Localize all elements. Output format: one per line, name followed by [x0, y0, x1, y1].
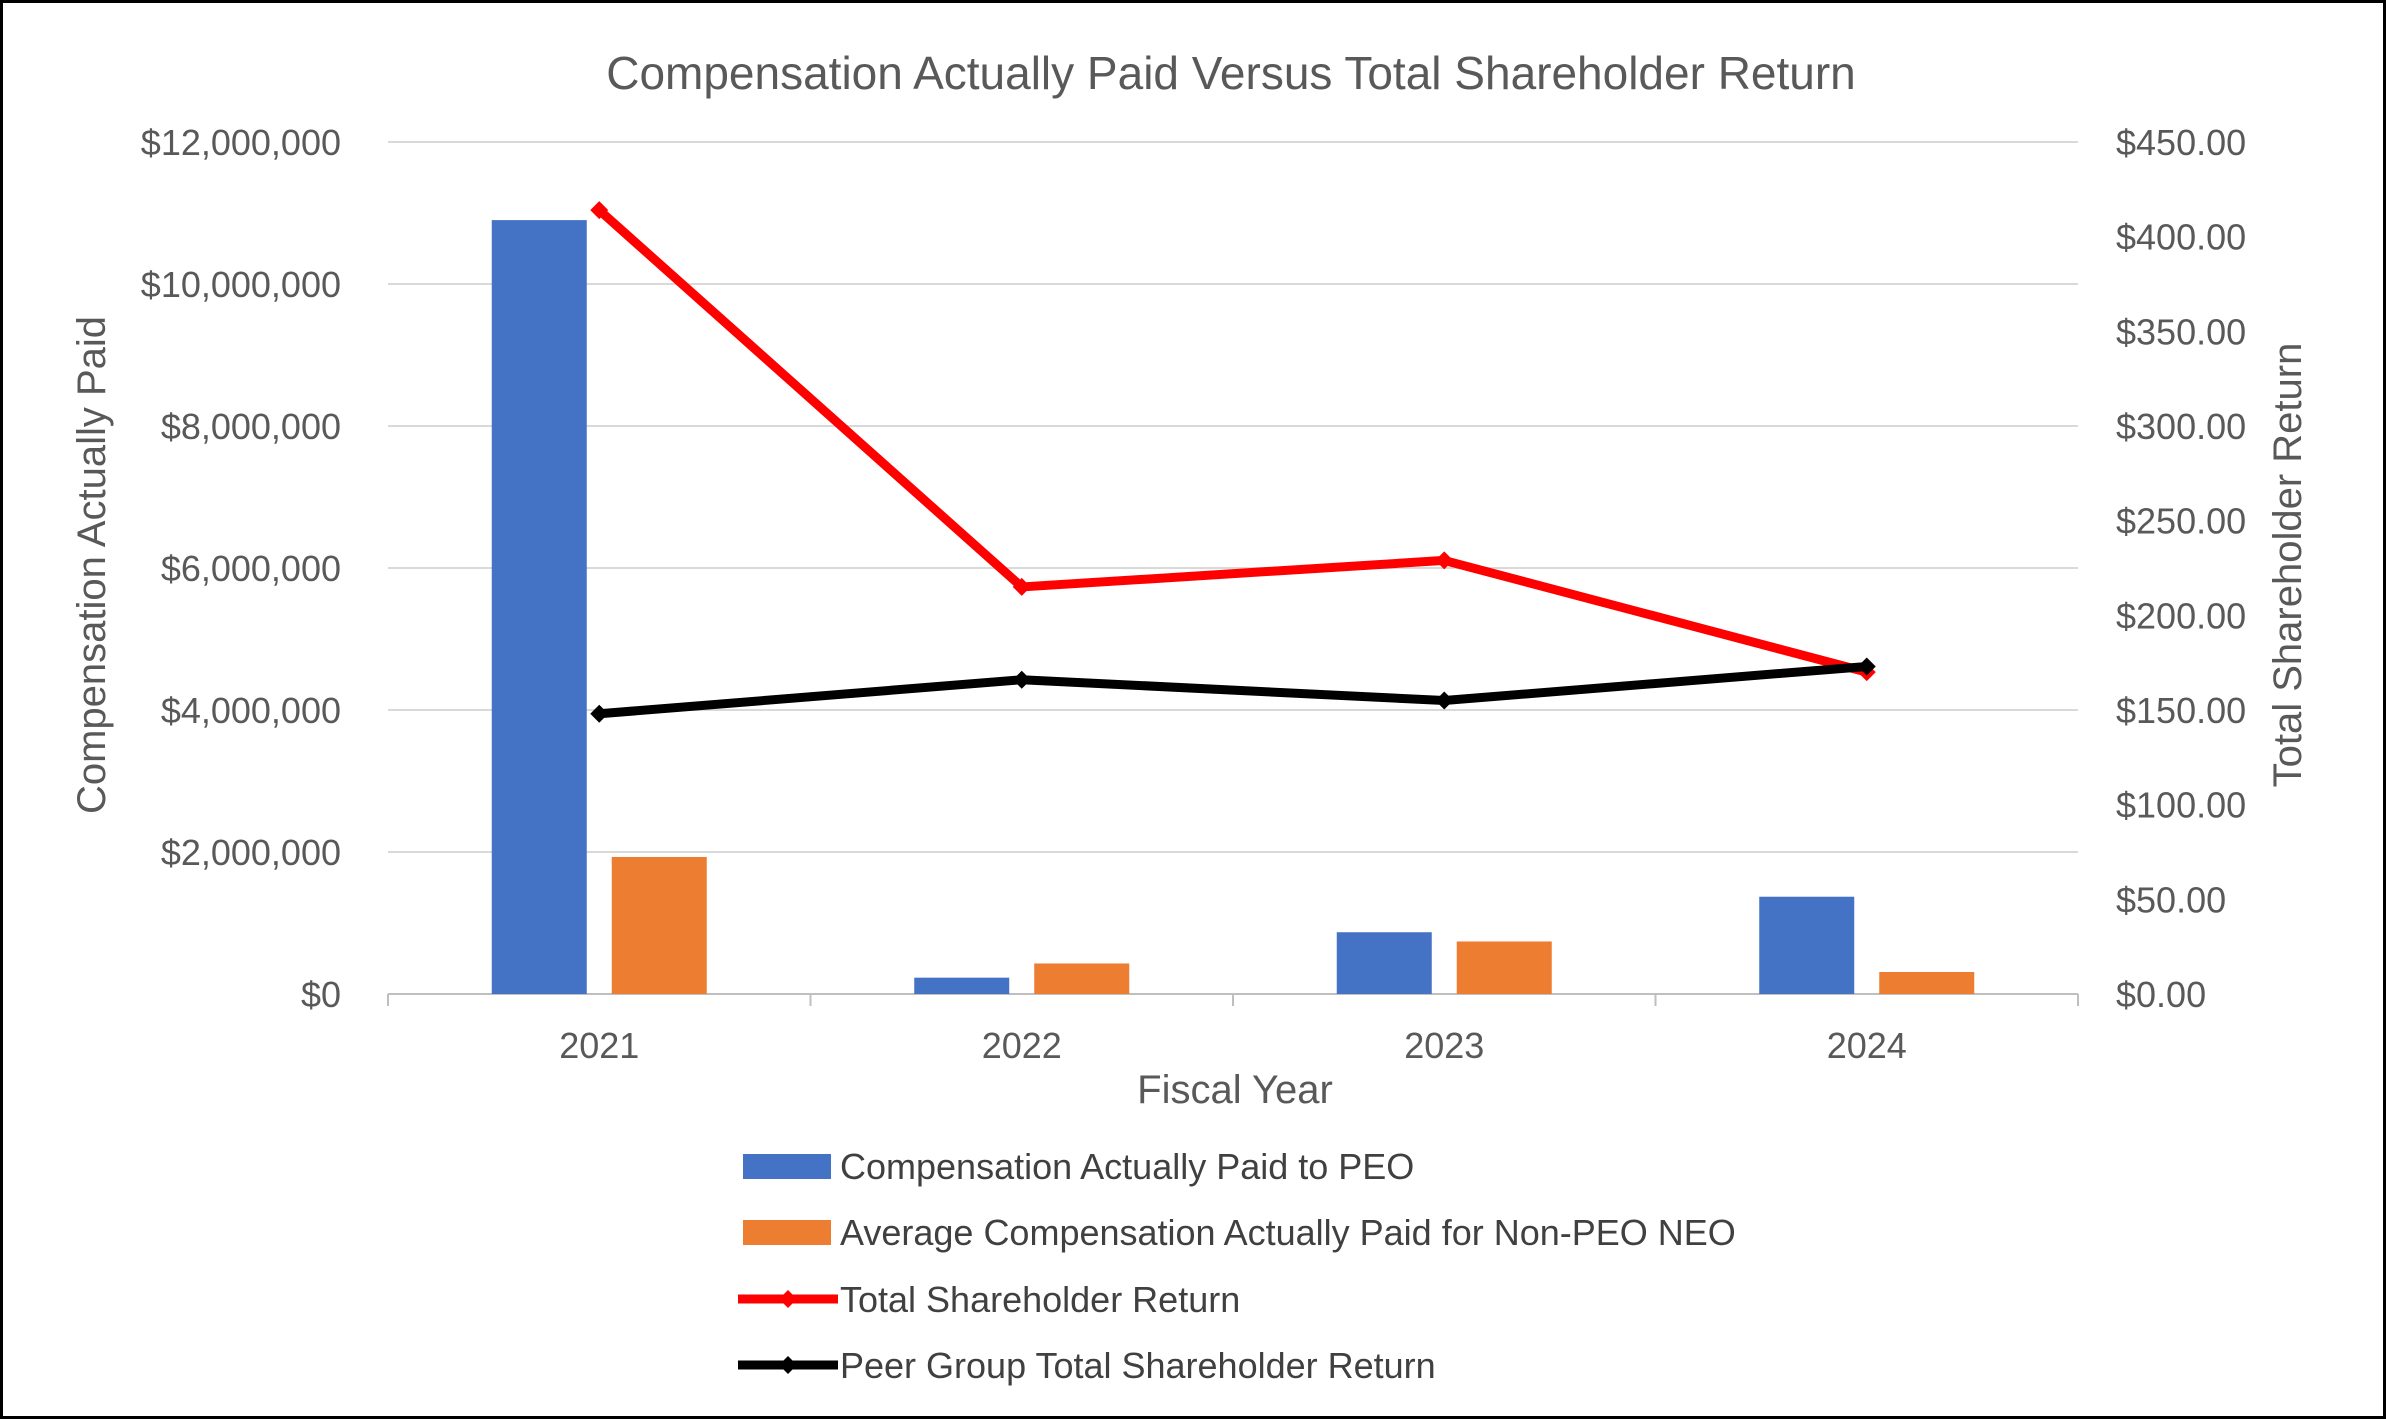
point-peer-group-total-shareholder-return-2021 — [590, 704, 609, 723]
lines — [590, 201, 1876, 723]
legend-marker-peer-group-total-shareholder-return — [779, 1356, 797, 1374]
y-tick-label: $4,000,000 — [161, 690, 341, 731]
bar-average-compensation-actually-paid-for-non-peo-neo-2023 — [1456, 941, 1552, 994]
bar-compensation-actually-paid-to-peo-2024 — [1759, 896, 1855, 994]
chart-title: Compensation Actually Paid Versus Total … — [606, 47, 1856, 99]
legend-label-average-compensation-actually-paid-for-non-peo-neo: Average Compensation Actually Paid for N… — [840, 1212, 1736, 1253]
legend-swatch-average-compensation-actually-paid-for-non-peo-neo — [743, 1220, 831, 1245]
point-peer-group-total-shareholder-return-2022 — [1012, 670, 1031, 689]
y2-tick-label: $450.00 — [2116, 122, 2246, 163]
bars — [491, 220, 1975, 995]
bar-compensation-actually-paid-to-peo-2021 — [491, 220, 587, 995]
y2-tick-label: $350.00 — [2116, 311, 2246, 352]
x-tick-label: 2023 — [1404, 1025, 1484, 1066]
legend: Compensation Actually Paid to PEO Average… — [738, 1146, 1736, 1386]
legend-label-peer-group-total-shareholder-return: Peer Group Total Shareholder Return — [840, 1345, 1436, 1386]
y2-tick-label: $50.00 — [2116, 879, 2226, 920]
y2-tick-label: $100.00 — [2116, 785, 2246, 826]
point-total-shareholder-return-2023 — [1435, 551, 1454, 570]
y-tick-label: $6,000,000 — [161, 548, 341, 589]
y2-tick-label: $250.00 — [2116, 501, 2246, 542]
point-peer-group-total-shareholder-return-2023 — [1435, 691, 1454, 710]
legend-swatch-compensation-actually-paid-to-peo — [743, 1154, 831, 1179]
y-tick-label: $10,000,000 — [141, 264, 341, 305]
tick-labels: $0 $2,000,000 $4,000,000 $6,000,000 $8,000,0… — [141, 122, 2246, 1066]
y2-axis-title: Total Shareholder Return — [2266, 343, 2310, 788]
point-peer-group-total-shareholder-return-2024 — [1857, 657, 1876, 676]
legend-label-compensation-actually-paid-to-peo: Compensation Actually Paid to PEO — [840, 1146, 1414, 1187]
y-tick-label: $12,000,000 — [141, 122, 341, 163]
legend-marker-total-shareholder-return — [779, 1290, 797, 1308]
point-total-shareholder-return-2021 — [590, 201, 609, 220]
y2-tick-label: $0.00 — [2116, 974, 2206, 1015]
bar-compensation-actually-paid-to-peo-2023 — [1336, 932, 1432, 994]
bar-average-compensation-actually-paid-for-non-peo-neo-2024 — [1879, 971, 1975, 994]
bar-compensation-actually-paid-to-peo-2022 — [914, 977, 1010, 994]
x-tick-label: 2021 — [559, 1025, 639, 1066]
y-tick-label: $2,000,000 — [161, 832, 341, 873]
x-tick-label: 2022 — [982, 1025, 1062, 1066]
bar-average-compensation-actually-paid-for-non-peo-neo-2022 — [1034, 963, 1130, 994]
y2-tick-label: $300.00 — [2116, 406, 2246, 447]
bar-average-compensation-actually-paid-for-non-peo-neo-2021 — [611, 856, 707, 994]
legend-label-total-shareholder-return: Total Shareholder Return — [840, 1279, 1240, 1320]
y-tick-label: $8,000,000 — [161, 406, 341, 447]
y-tick-label: $0 — [301, 974, 341, 1015]
x-tick-label: 2024 — [1827, 1025, 1907, 1066]
y2-tick-label: $200.00 — [2116, 595, 2246, 636]
y2-tick-label: $400.00 — [2116, 217, 2246, 258]
axes — [387, 993, 2079, 1006]
y-axis-title: Compensation Actually Paid — [70, 316, 114, 814]
x-axis-title: Fiscal Year — [1137, 1068, 1333, 1112]
y2-tick-label: $150.00 — [2116, 690, 2246, 731]
line-peer-group-total-shareholder-return — [594, 661, 1872, 719]
chart-svg: Compensation Actually Paid Versus Total … — [70, 47, 2310, 1386]
line-total-shareholder-return — [594, 205, 1872, 677]
point-total-shareholder-return-2022 — [1012, 577, 1031, 596]
